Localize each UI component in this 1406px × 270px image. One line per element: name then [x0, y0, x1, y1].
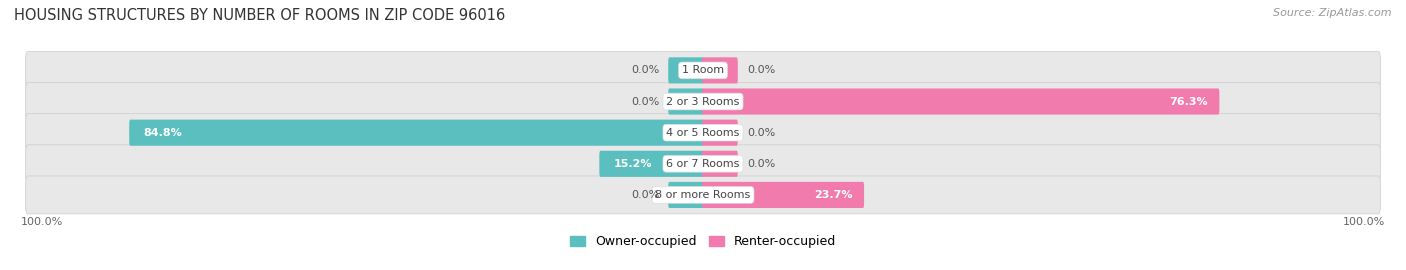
FancyBboxPatch shape	[702, 89, 1219, 114]
Text: 100.0%: 100.0%	[1343, 217, 1385, 227]
Text: HOUSING STRUCTURES BY NUMBER OF ROOMS IN ZIP CODE 96016: HOUSING STRUCTURES BY NUMBER OF ROOMS IN…	[14, 8, 505, 23]
FancyBboxPatch shape	[25, 51, 1381, 89]
FancyBboxPatch shape	[668, 89, 704, 114]
FancyBboxPatch shape	[668, 182, 704, 208]
Legend: Owner-occupied, Renter-occupied: Owner-occupied, Renter-occupied	[565, 230, 841, 253]
FancyBboxPatch shape	[702, 57, 738, 83]
Text: 0.0%: 0.0%	[631, 97, 659, 107]
Text: 84.8%: 84.8%	[143, 128, 183, 138]
Text: 76.3%: 76.3%	[1170, 97, 1208, 107]
Text: 1 Room: 1 Room	[682, 65, 724, 75]
FancyBboxPatch shape	[25, 176, 1381, 214]
Text: 4 or 5 Rooms: 4 or 5 Rooms	[666, 128, 740, 138]
Text: 6 or 7 Rooms: 6 or 7 Rooms	[666, 159, 740, 169]
Text: 0.0%: 0.0%	[631, 190, 659, 200]
Text: 0.0%: 0.0%	[747, 159, 775, 169]
Text: 0.0%: 0.0%	[747, 128, 775, 138]
Text: 23.7%: 23.7%	[814, 190, 853, 200]
Text: 0.0%: 0.0%	[631, 65, 659, 75]
FancyBboxPatch shape	[25, 83, 1381, 120]
FancyBboxPatch shape	[668, 57, 704, 83]
FancyBboxPatch shape	[702, 151, 738, 177]
Text: 0.0%: 0.0%	[747, 65, 775, 75]
Text: 15.2%: 15.2%	[614, 159, 652, 169]
Text: 2 or 3 Rooms: 2 or 3 Rooms	[666, 97, 740, 107]
FancyBboxPatch shape	[702, 182, 865, 208]
Text: 100.0%: 100.0%	[21, 217, 63, 227]
Text: 8 or more Rooms: 8 or more Rooms	[655, 190, 751, 200]
FancyBboxPatch shape	[25, 114, 1381, 152]
FancyBboxPatch shape	[702, 120, 738, 146]
FancyBboxPatch shape	[25, 145, 1381, 183]
FancyBboxPatch shape	[129, 120, 704, 146]
FancyBboxPatch shape	[599, 151, 704, 177]
Text: Source: ZipAtlas.com: Source: ZipAtlas.com	[1274, 8, 1392, 18]
